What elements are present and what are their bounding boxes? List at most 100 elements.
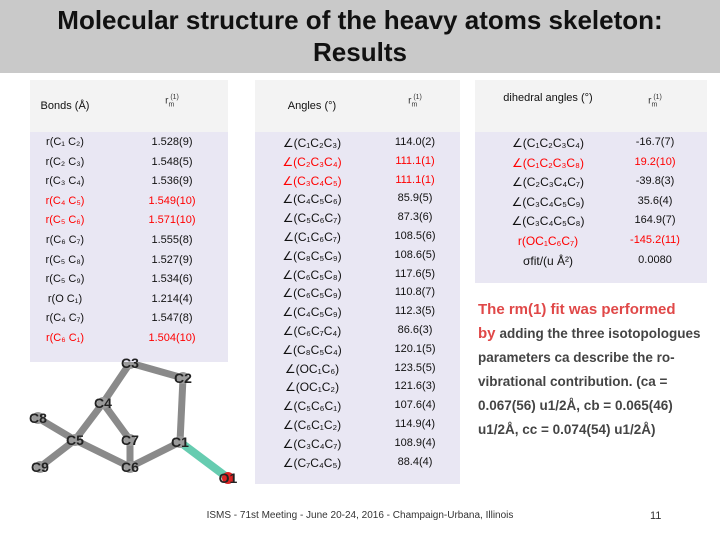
row-label: ∠(C₅C₆C₁) (282, 399, 342, 414)
row-value: 1.527(9) (151, 253, 193, 266)
row-value: 87.3(6) (397, 211, 433, 224)
row-value: 123.5(5) (394, 361, 436, 374)
atom-label: C3 (121, 355, 139, 371)
atom-label: C2 (174, 370, 192, 386)
rm-sup: (1) (653, 94, 662, 101)
rm-sub: m (651, 101, 658, 109)
row-value: 111.1(1) (395, 154, 435, 167)
row-value: 112.3(5) (394, 305, 436, 318)
bond-oxygen (176, 438, 232, 482)
row-value: -145.2(11) (630, 234, 680, 246)
bond (71, 399, 107, 444)
atom (32, 412, 44, 424)
row-label: r(C₃ C₄) (45, 175, 85, 188)
row-label: r(C₄ C₅) (45, 194, 85, 207)
row-value: 1.547(8) (151, 312, 193, 325)
row-label: r(C₁ C₂) (46, 136, 84, 148)
fit-note: The rm(1) fit was performed by adding the… (478, 298, 713, 442)
row-value: 19.2(10) (634, 155, 676, 168)
row-label: ∠(C₃C₄C₅C₈) (511, 214, 585, 229)
atom (177, 372, 189, 384)
atom (124, 461, 136, 473)
row-label: ∠(C₃C₄C₅) (282, 173, 342, 188)
atom-label: C5 (66, 432, 84, 448)
row-label: r(OC₁C₆C₇) (517, 234, 579, 248)
table-panel (255, 80, 460, 485)
rm-sub: m (411, 101, 418, 109)
molecule-diagram (32, 357, 234, 484)
rm-header: rm(1) (648, 94, 662, 108)
atom (69, 434, 81, 446)
row-label: ∠(C₆C₇C₄) (282, 324, 342, 338)
bond (126, 438, 184, 471)
bond (36, 436, 79, 471)
row-label: ∠(C₅C₆C₇) (282, 211, 342, 226)
row-value: 114.0(2) (394, 136, 436, 148)
row-value: 108.5(6) (394, 230, 436, 242)
row-label: r(O C₁) (47, 292, 83, 305)
row-value: 85.9(5) (397, 192, 433, 205)
bond (71, 436, 134, 471)
row-label: ∠(OC₁C₂) (284, 380, 340, 395)
atom (222, 472, 234, 484)
row-value: 0.0080 (638, 253, 672, 266)
row-label: ∠(C₁C₂C₃) (282, 136, 342, 150)
row-label: r(C₄ C₇) (45, 312, 85, 325)
row-value: 88.4(4) (397, 455, 433, 468)
row-value: 1.528(9) (151, 136, 193, 148)
row-label: ∠(C₃C₄C₅C₉) (511, 194, 585, 209)
atom-label: C6 (121, 459, 139, 475)
row-value: -39.8(3) (635, 175, 675, 188)
row-value: 1.548(5) (151, 155, 193, 168)
rm-sup: (1) (413, 94, 422, 101)
row-value: 120.1(5) (394, 342, 436, 355)
row-label: r(C₆ C₁) (45, 332, 85, 344)
row-label: ∠(C₁C₆C₇) (283, 230, 341, 244)
atom-label: C7 (121, 432, 139, 448)
rm-base: r (165, 95, 169, 107)
row-label: ∠(C₈C₅C₉) (282, 248, 342, 263)
bonds (34, 359, 187, 471)
title-bar (0, 0, 720, 73)
rm-sup: (1) (170, 94, 179, 101)
row-value: 1.555(8) (151, 234, 193, 246)
row-value: 1.504(10) (148, 332, 196, 344)
rm-sub: m (168, 101, 175, 109)
row-label: ∠(C₄C₅C₆) (282, 192, 342, 207)
table-header-bg (255, 80, 460, 132)
row-value: 1.534(6) (151, 273, 193, 286)
page-number: 11 (650, 510, 662, 522)
footer: ISMS - 71st Meeting - June 20-24, 2016 -… (206, 510, 514, 521)
atom-label: C8 (29, 410, 47, 426)
bond (99, 399, 134, 444)
row-label: ∠(C₁C₂C₃C₈) (512, 155, 584, 170)
atom (174, 436, 186, 448)
row-label: ∠(OC₁C₆) (284, 361, 340, 376)
rm-header: rm(1) (408, 94, 422, 108)
slide-title: Molecular structure of the heavy atoms s… (57, 5, 663, 67)
atom (97, 397, 109, 409)
atoms (32, 357, 234, 484)
atom (34, 461, 46, 473)
atom (124, 434, 136, 446)
row-label: ∠(C₁C₂C₃C₄) (512, 136, 584, 150)
row-label: ∠(C₈C₅C₄) (282, 342, 342, 357)
row-value: 121.6(3) (394, 380, 436, 393)
row-label: ∠(C₆C₁C₂) (282, 418, 342, 432)
table-header: dihedral angles (°) (503, 92, 593, 104)
table-header-bg (475, 80, 707, 132)
atom-label: C1 (171, 434, 189, 450)
row-label: r(C₅ C₉) (45, 273, 85, 286)
row-value: 117.6(5) (394, 267, 436, 280)
note-lead: The rm(1) fit was performed by (478, 301, 676, 342)
table-header: Bonds (Å) (40, 100, 90, 112)
row-label: r(C₅ C₆) (45, 214, 85, 227)
row-label: σfit/(u Å²) (522, 253, 574, 268)
bond (99, 359, 134, 407)
row-value: 1.549(10) (148, 194, 196, 207)
row-label: r(C₅ C₈) (45, 253, 85, 266)
atom-label: O1 (218, 470, 238, 486)
row-value: -16.7(7) (635, 136, 675, 148)
row-label: ∠(C₇C₄C₅) (282, 455, 342, 470)
